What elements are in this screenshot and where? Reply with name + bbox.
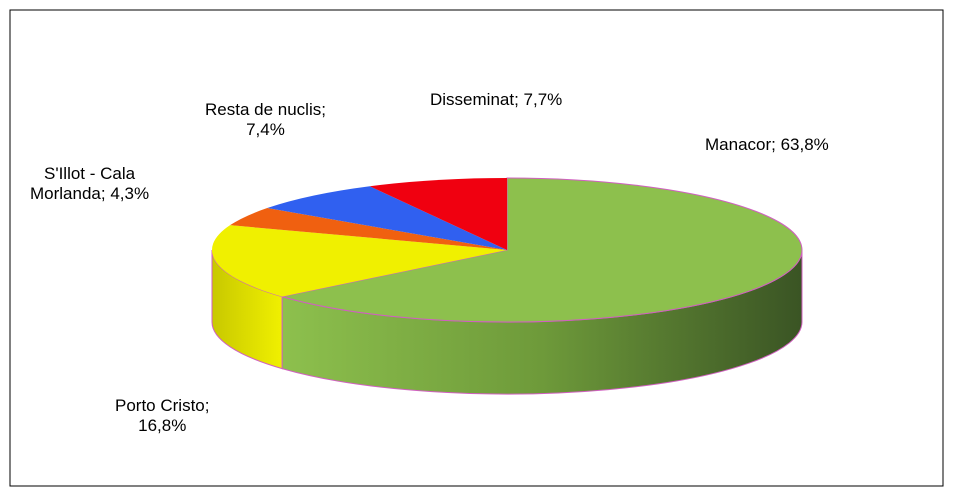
slice [230, 208, 507, 250]
data-label: Porto Cristo; 16,8% [115, 396, 210, 435]
slice [281, 177, 803, 323]
data-label: Manacor; 63,8% [705, 135, 829, 154]
slice [267, 186, 507, 250]
pie [211, 177, 803, 395]
slice [369, 178, 507, 250]
slice [212, 225, 507, 297]
data-label: S'Illot - Cala Morlanda; 4,3% [30, 164, 150, 203]
data-label: Resta de nuclis; 7,4% [205, 100, 326, 139]
data-label: Disseminat; 7,7% [430, 90, 563, 109]
